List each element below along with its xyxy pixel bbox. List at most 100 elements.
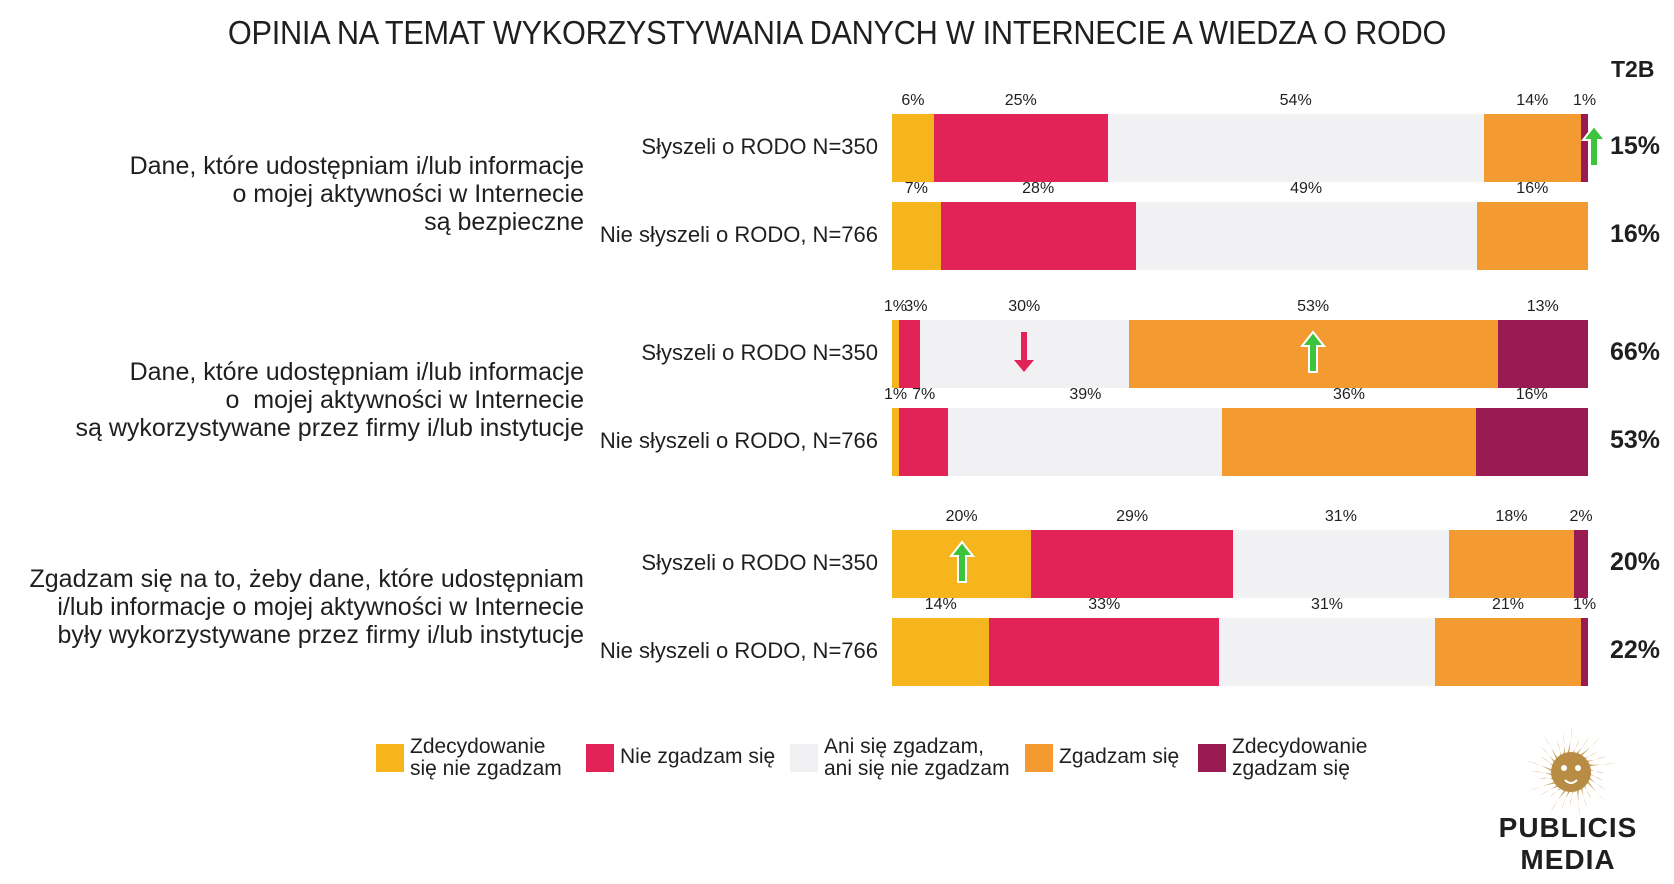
question-text: Dane, które udostępniam i/lub informacje… bbox=[76, 358, 584, 442]
legend-label-line: zgadzam się bbox=[1232, 757, 1350, 780]
up-arrow-icon bbox=[948, 540, 975, 589]
legend-label-line: Nie zgadzam się bbox=[620, 745, 776, 768]
data-label: 6% bbox=[901, 92, 925, 109]
data-label: 31% bbox=[1310, 596, 1344, 613]
question-text: Zgadzam się na to, żeby dane, które udos… bbox=[30, 565, 585, 649]
bar-segment bbox=[1222, 408, 1476, 476]
data-label: 14% bbox=[924, 596, 957, 613]
data-label: 3% bbox=[904, 298, 928, 315]
bar-segment bbox=[1574, 530, 1588, 598]
legend-label: Nie zgadzam się bbox=[620, 746, 775, 768]
bar-segment bbox=[1219, 618, 1435, 686]
bar-segment bbox=[899, 408, 949, 476]
data-label: 49% bbox=[1290, 180, 1323, 197]
legend-swatch bbox=[790, 744, 818, 772]
t2b-value: 66% bbox=[1610, 338, 1661, 366]
chart-title: OPINIA NA TEMAT WYKORZYSTYWANIA DANYCH W… bbox=[227, 14, 1447, 51]
legend-label-line: ani się nie zgadzam bbox=[824, 757, 1010, 780]
legend-label-line: Zdecydowanie bbox=[410, 735, 546, 758]
bar-segment bbox=[989, 618, 1220, 686]
data-label: 25% bbox=[1004, 92, 1037, 109]
question-line: o mojej aktywności w Internecie bbox=[232, 180, 584, 208]
bar-segment bbox=[1448, 530, 1575, 598]
data-label: 21% bbox=[1491, 596, 1524, 613]
data-label: 1% bbox=[883, 298, 908, 315]
bar-segment bbox=[1476, 202, 1588, 270]
stacked-bar bbox=[892, 114, 1588, 182]
up-arrow-icon bbox=[1300, 330, 1327, 379]
data-label: 16% bbox=[1515, 386, 1548, 403]
bar-segment bbox=[933, 114, 1108, 182]
lion-head-icon bbox=[1526, 726, 1617, 818]
bar-segment bbox=[948, 408, 1223, 476]
up-arrow-icon bbox=[1580, 124, 1608, 173]
bar-segment bbox=[1233, 530, 1449, 598]
stacked-bar bbox=[892, 202, 1588, 270]
bar-segment bbox=[892, 202, 941, 270]
bar-segment bbox=[892, 408, 900, 476]
data-label: 39% bbox=[1069, 386, 1102, 403]
bar-segment bbox=[892, 618, 990, 686]
legend-swatch bbox=[1025, 744, 1053, 772]
row-label: Nie słyszeli o RODO, N=766 bbox=[599, 428, 878, 453]
down-arrow-icon bbox=[896, 330, 922, 379]
bar-segment bbox=[1497, 320, 1588, 388]
legend-label: Ani się zgadzam, ani się nie zgadzam bbox=[824, 736, 1010, 780]
bar-segment bbox=[1581, 618, 1588, 686]
t2b-value: 15% bbox=[1610, 132, 1661, 160]
legend-swatch bbox=[586, 744, 614, 772]
data-label: 30% bbox=[1008, 298, 1041, 315]
stacked-bar bbox=[892, 530, 1588, 598]
row-label: Słyszeli o RODO N=350 bbox=[641, 550, 878, 575]
legend-label: Zdecydowanie się nie zgadzam bbox=[410, 736, 562, 780]
question-line: są bezpieczne bbox=[424, 208, 584, 236]
t2b-value: 20% bbox=[1610, 548, 1661, 576]
question-line: o mojej aktywności w Internecie bbox=[218, 386, 585, 414]
bar-segment bbox=[1483, 114, 1582, 182]
data-label: 54% bbox=[1279, 92, 1312, 109]
legend-label-line: Ani się zgadzam, bbox=[824, 735, 984, 758]
down-arrow-icon bbox=[1011, 330, 1037, 379]
data-label: 29% bbox=[1116, 508, 1149, 525]
data-label: 18% bbox=[1495, 508, 1528, 525]
bar-segment bbox=[1434, 618, 1582, 686]
data-label: 36% bbox=[1332, 386, 1365, 403]
bar-segment bbox=[940, 202, 1136, 270]
stacked-bar bbox=[892, 618, 1588, 686]
legend-label: Zdecydowanie zgadzam się bbox=[1232, 736, 1367, 780]
data-label: 13% bbox=[1526, 298, 1559, 315]
bar-segment bbox=[1581, 114, 1588, 182]
legend-label-line: Zgadzam się bbox=[1059, 745, 1180, 768]
question-line: Zgadzam się na to, żeby dane, które udos… bbox=[29, 565, 585, 593]
stacked-bar bbox=[892, 320, 1588, 388]
data-label: 31% bbox=[1324, 508, 1357, 525]
data-label: 7% bbox=[912, 386, 936, 403]
data-label: 1% bbox=[883, 386, 908, 403]
legend-label: Zgadzam się bbox=[1059, 746, 1179, 768]
data-label: 2% bbox=[1569, 508, 1593, 525]
legend-swatch bbox=[376, 744, 404, 772]
bar-segment bbox=[1031, 530, 1234, 598]
t2b-header: T2B bbox=[1611, 56, 1655, 82]
bar-segment bbox=[1135, 202, 1477, 270]
bar-segment bbox=[892, 320, 899, 388]
legend-label-line: Zdecydowanie bbox=[1232, 735, 1368, 758]
t2b-value: 53% bbox=[1610, 426, 1661, 454]
data-label: 33% bbox=[1088, 596, 1121, 613]
data-label: 20% bbox=[945, 508, 978, 525]
brand-line: MEDIA bbox=[1520, 844, 1616, 875]
data-label: 7% bbox=[904, 180, 928, 197]
question-line: są wykorzystywane przez firmy i/lub inst… bbox=[75, 414, 584, 442]
brand-wordmark: PUBLICIS MEDIA bbox=[1480, 812, 1656, 876]
legend-swatch bbox=[1198, 744, 1226, 772]
row-label: Słyszeli o RODO N=350 bbox=[641, 134, 878, 159]
t2b-value: 22% bbox=[1610, 636, 1661, 664]
data-label: 1% bbox=[1572, 92, 1597, 109]
row-label: Nie słyszeli o RODO, N=766 bbox=[599, 222, 878, 247]
question-text: Dane, które udostępniam i/lub informacje… bbox=[130, 152, 584, 236]
brand-line: PUBLICIS bbox=[1498, 812, 1638, 843]
data-label: 28% bbox=[1022, 180, 1055, 197]
bar-segment bbox=[1107, 114, 1484, 182]
question-line: były wykorzystywane przez firmy i/lub in… bbox=[57, 621, 584, 649]
stacked-bar bbox=[892, 408, 1588, 476]
